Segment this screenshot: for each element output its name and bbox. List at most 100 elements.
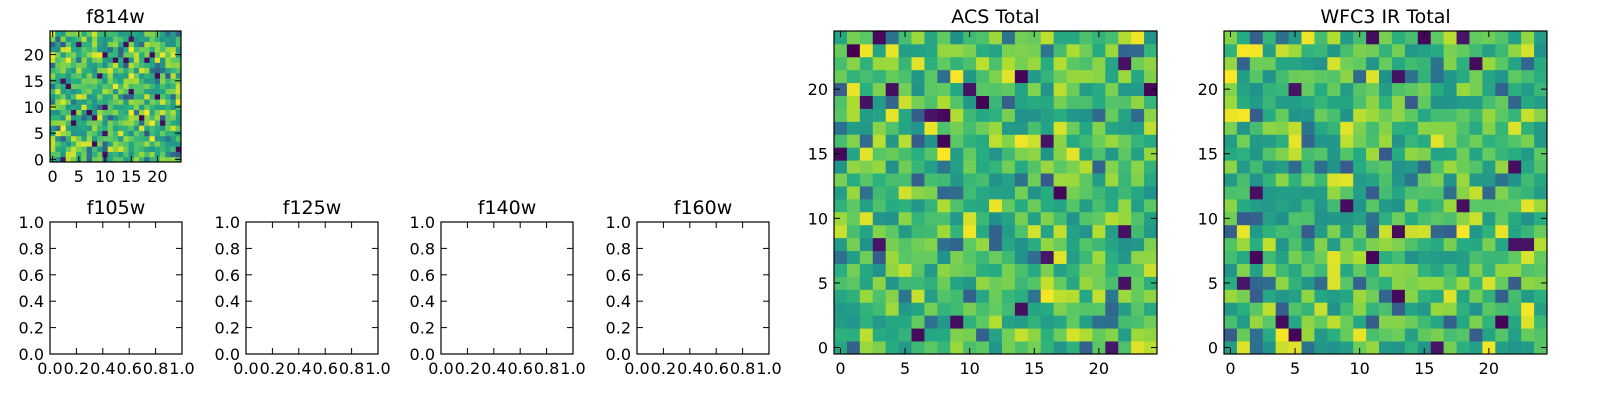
heatmap-cell [1340,289,1354,303]
heatmap-cell [937,31,951,45]
heatmap-cell [86,41,93,48]
heatmap-cell [1534,341,1548,355]
y-tick-label: 0.4 [606,292,631,311]
heatmap-cell [963,224,977,239]
heatmap-cell [86,141,93,147]
heatmap-cell [149,120,156,126]
heatmap-cell [1236,250,1251,264]
y-tick-label: 0.8 [410,239,435,258]
heatmap-cell [963,328,977,342]
heatmap-cell [1391,289,1406,303]
heatmap-cell [149,130,156,137]
heatmap-cell [60,46,67,53]
heatmap-cell [937,250,951,264]
heatmap-cell [1482,160,1496,174]
heatmap-cell [1340,56,1354,71]
heatmap-cell [1366,302,1380,316]
heatmap-cell [846,198,861,213]
heatmap-cell [1262,198,1277,213]
heatmap-cell [1340,108,1354,122]
heatmap-cell [1131,147,1145,161]
heatmap-cell [1327,276,1341,290]
heatmap-cell [989,263,1003,277]
heatmap-cell [989,31,1003,45]
heatmap-cell [139,31,145,37]
heatmap-cell [1131,211,1145,226]
heatmap-cell [86,156,93,163]
heatmap-cell [1144,69,1158,84]
heatmap-cell [76,51,82,58]
heatmap-cell [107,130,114,137]
heatmap-cell [885,95,899,109]
heatmap-cell [1079,289,1093,303]
heatmap-cell [1236,134,1251,148]
heatmap-cell [1053,186,1067,200]
heatmap-cell [144,99,150,105]
heatmap-cell [937,43,951,58]
heatmap-cell [139,109,145,116]
x-tick-label: 0.0 [624,359,649,378]
heatmap-cell [1404,43,1419,58]
x-tick-label: 0.6 [507,359,532,378]
heatmap-cell [144,125,150,131]
heatmap-cell [937,341,951,355]
heatmap-cell [50,125,56,131]
heatmap-cell [1404,224,1419,239]
heatmap-cell [898,250,912,264]
y-tick-label: 0.0 [606,345,631,364]
heatmap-cell [1144,328,1158,342]
heatmap-cell [170,51,177,58]
heatmap-cell [1105,328,1119,342]
heatmap-cell [1105,237,1119,252]
heatmap-cell [1288,31,1302,45]
heatmap-cell [859,341,874,355]
heatmap-cell [885,147,899,161]
heatmap-cell [1249,147,1264,161]
heatmap-cell [91,41,98,48]
heatmap-cell [128,78,135,84]
heatmap-cell [170,57,177,63]
heatmap-cell [989,69,1003,84]
heatmap-cell [1262,211,1277,226]
heatmap-cell [976,289,990,303]
heatmap-cell [885,302,899,316]
heatmap-cell [937,211,951,226]
heatmap-cell [1105,211,1119,226]
heatmap-cell [976,250,990,264]
heatmap-cell [1443,341,1457,355]
heatmap-cell [1027,250,1042,264]
heatmap-cell [834,121,848,135]
heatmap-cell [1521,224,1535,239]
heatmap-cell [1340,341,1354,355]
heatmap-cell [76,62,82,69]
heatmap-cell [1366,198,1380,213]
heatmap-cell [118,51,124,58]
heatmap-cell [154,41,161,48]
heatmap-cell [1066,95,1080,109]
heatmap-cell [911,198,925,213]
heatmap-cell [1275,69,1289,84]
heatmap-cell [1379,315,1393,329]
heatmap-cell [1118,341,1132,355]
heatmap-cell [102,41,109,48]
heatmap-cell [1430,250,1445,264]
heatmap-cell [1482,328,1496,342]
heatmap-cell [97,99,103,105]
heatmap-cell [139,78,145,84]
heatmap-cell [1301,82,1315,96]
heatmap-cell [149,109,156,116]
heatmap-cell [1417,211,1432,226]
heatmap-cell [1092,121,1106,135]
heatmap-cell [1027,341,1042,355]
heatmap-cell [1508,82,1522,96]
heatmap-cell [154,78,161,84]
heatmap-cell [1118,31,1132,45]
heatmap-cell [1521,328,1535,342]
heatmap-cell [1105,198,1119,213]
heatmap-cell [76,99,82,105]
heatmap-cell [86,120,93,126]
heatmap-cell [859,328,874,342]
heatmap-cell [1314,108,1328,122]
heatmap-cell [1027,211,1042,226]
heatmap-cell [1430,31,1445,45]
